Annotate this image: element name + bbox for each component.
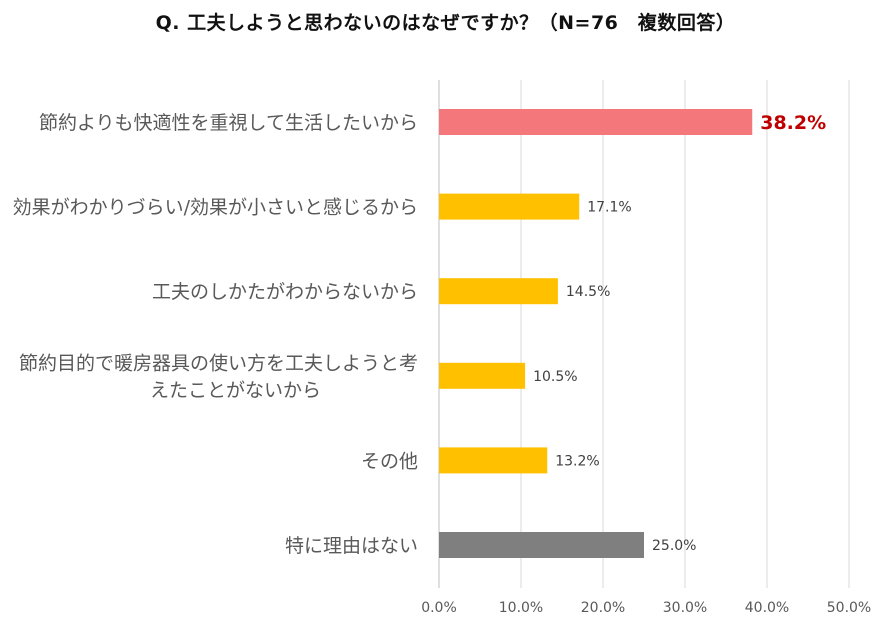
bar — [439, 109, 753, 135]
x-tick-label: 30.0% — [663, 600, 707, 616]
bar — [439, 532, 644, 558]
bar — [439, 193, 580, 220]
bar — [439, 447, 548, 474]
data-label: 10.5% — [533, 369, 577, 385]
category-label: えたことがないから — [150, 379, 321, 401]
category-label: その他 — [361, 450, 418, 472]
x-tick-label: 10.0% — [499, 600, 543, 616]
x-tick-label: 50.0% — [827, 600, 871, 616]
x-tick-label: 0.0% — [421, 600, 457, 616]
x-tick-label: 40.0% — [745, 600, 789, 616]
bar — [439, 362, 526, 389]
category-label: 効果がわかりづらい/効果が小さいと感じるから — [13, 197, 418, 219]
data-label: 25.0% — [652, 538, 696, 554]
category-label: 特に理由はない — [285, 535, 418, 557]
x-tick-label: 20.0% — [581, 600, 625, 616]
chart-title: Q. 工夫しようと思わないのはなぜですか？（N=76 複数回答） — [155, 12, 736, 34]
category-label: 節約よりも快適性を重視して生活したいから — [39, 112, 418, 134]
data-label: 17.1% — [587, 200, 631, 216]
bar — [439, 278, 558, 305]
category-label: 節約目的で暖房器具の使い方を工夫しようと考 — [19, 352, 418, 374]
data-label: 13.2% — [555, 453, 599, 469]
data-label: 14.5% — [566, 284, 610, 300]
data-label: 38.2% — [760, 112, 826, 134]
category-label: 工夫のしかたがわからないから — [152, 281, 418, 303]
